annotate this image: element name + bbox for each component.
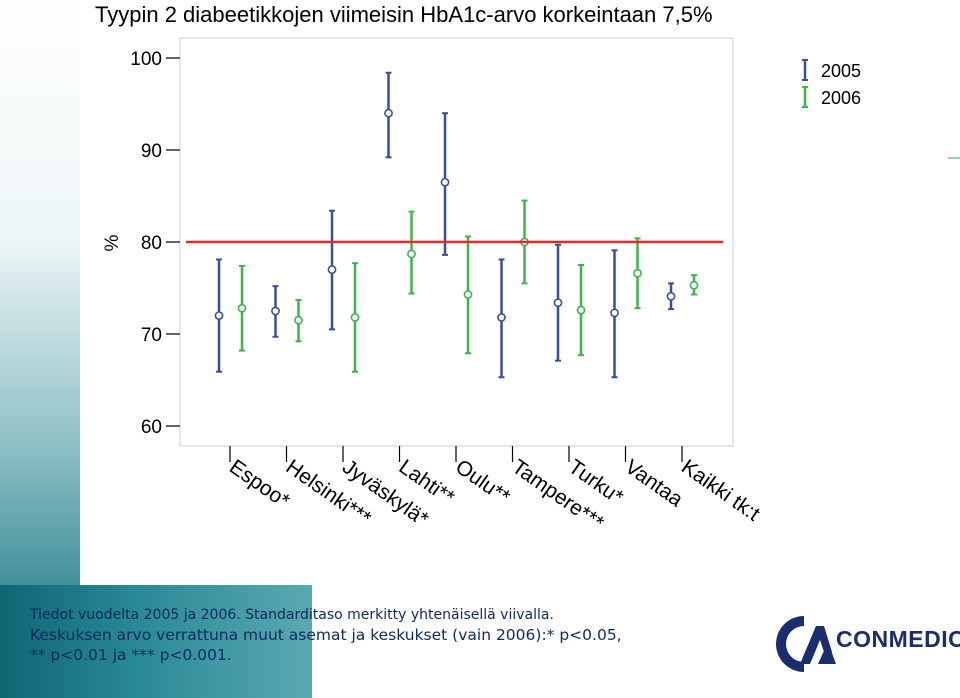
- errorbar-2005: [553, 243, 563, 362]
- errorbar-2005: [271, 285, 280, 338]
- mean-point: [633, 268, 642, 278]
- footer-line-2: Keskuksen arvo verrattuna muut asemat ja…: [30, 626, 622, 644]
- footer-note: Tiedot vuodelta 2005 ja 2006. Standardit…: [30, 605, 730, 665]
- errorbar-2005: [384, 71, 393, 159]
- mean-point: [666, 291, 676, 301]
- y-tick-label: 90: [141, 141, 162, 162]
- errorbar-2006: [576, 264, 586, 357]
- conmedic-logo-icon: [776, 616, 836, 672]
- legend: 2005 2006: [802, 59, 861, 108]
- mean-point: [689, 280, 699, 290]
- x-tick-label: Vantaa: [621, 455, 688, 511]
- errorbar-2006: [689, 274, 699, 296]
- errorbar-2005: [666, 282, 676, 311]
- mean-point: [271, 306, 280, 316]
- mean-point: [327, 265, 337, 274]
- mean-point: [576, 305, 586, 315]
- decorative-dash: [948, 157, 960, 159]
- footer-line-3: ** p<0.01 ja *** p<0.001.: [30, 646, 232, 664]
- background-gradient-bottom: [0, 585, 312, 698]
- errorbar-2005: [440, 112, 450, 256]
- errorbar-2005: [497, 258, 506, 379]
- mean-point: [407, 249, 416, 259]
- series-layer: [214, 71, 699, 379]
- y-axis: 60 70 80 90 100: [130, 49, 180, 438]
- y-tick-label: 80: [141, 233, 162, 254]
- background-gradient-left: [0, 0, 80, 590]
- mean-point: [553, 298, 563, 308]
- errorbar-2006: [463, 235, 473, 355]
- y-axis-label: %: [102, 234, 123, 251]
- errorbar-2005: [610, 249, 619, 379]
- x-tick-label: Kaikki tk:t: [677, 455, 764, 525]
- legend-label: 2006: [821, 88, 861, 108]
- errorbar-2005: [327, 209, 337, 331]
- mean-point: [384, 108, 393, 118]
- y-tick-label: 100: [130, 49, 162, 70]
- mean-point: [350, 313, 360, 322]
- x-tick-label: Oulu**: [451, 455, 514, 509]
- chart-title: Tyypin 2 diabeetikkojen viimeisin HbA1c-…: [95, 2, 713, 27]
- mean-point: [237, 303, 247, 313]
- mean-point: [294, 315, 303, 325]
- mean-point: [497, 313, 506, 322]
- x-tick-label: Espoo*: [225, 455, 294, 513]
- mean-point: [214, 311, 224, 320]
- y-tick-label: 60: [141, 417, 162, 438]
- x-axis: Espoo*Helsinki***Jyväskylä*Lahti**Oulu**…: [225, 446, 764, 535]
- chart: 60 70 80 90 100 Espoo*Helsinki***Jyväskylä*L…: [102, 37, 861, 535]
- mean-point: [440, 177, 450, 187]
- logo-text: CONMEDIC: [836, 626, 960, 652]
- errorbar-2006: [407, 210, 416, 295]
- errorbar-2005: [214, 258, 224, 373]
- mean-point: [463, 290, 473, 299]
- footer-line-1: Tiedot vuodelta 2005 ja 2006. Standardit…: [30, 607, 554, 623]
- errorbar-2006: [294, 298, 303, 343]
- errorbar-2006: [350, 262, 360, 373]
- mean-point: [610, 308, 619, 318]
- y-tick-label: 70: [141, 325, 162, 346]
- errorbar-2006: [633, 237, 642, 310]
- errorbar-2006: [237, 264, 247, 352]
- legend-label: 2005: [821, 61, 861, 81]
